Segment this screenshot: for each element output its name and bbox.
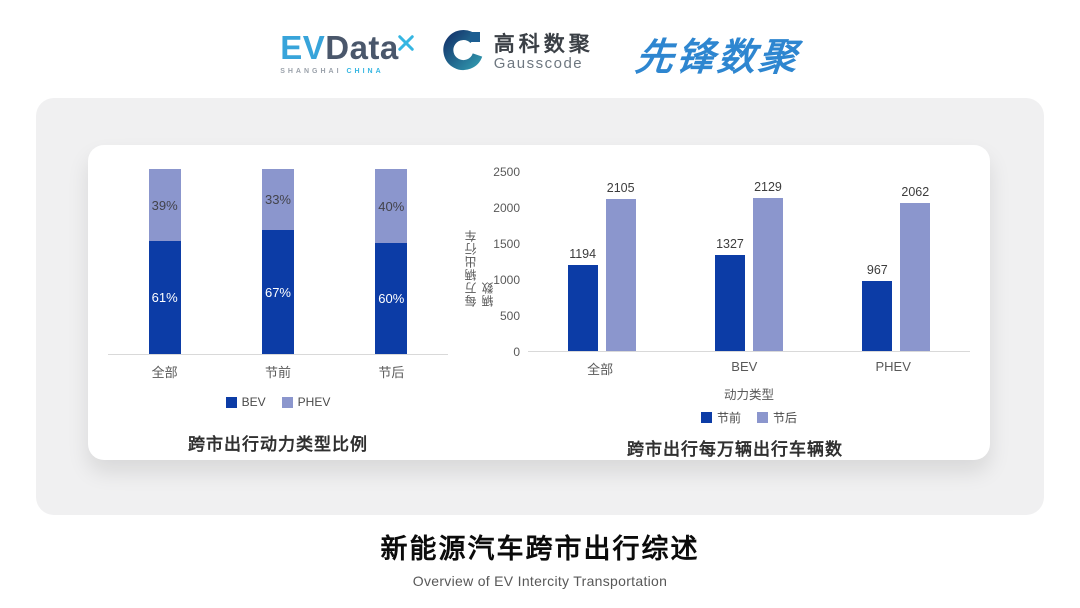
bar-with-label: 2062: [900, 184, 931, 351]
bar-value-label: 1327: [716, 237, 744, 252]
stacked-plot-area: 39% 61% 33% 67% 40% 60%: [108, 169, 448, 355]
grouped-plot-area: 1194 2105 1327 2129 967 2062: [528, 172, 970, 352]
y-tick-label: 1500: [493, 237, 520, 251]
phev-segment: 33%: [261, 169, 294, 231]
y-axis-label: 每万辆出行车辆数: [464, 229, 495, 307]
bar-value-label: 2105: [606, 181, 635, 196]
pre-holiday-legend-swatch: [700, 412, 712, 423]
evdata-wordmark: EVData: [280, 29, 414, 66]
y-tick-label: 2500: [493, 165, 520, 179]
page-title: 新能源汽车跨市出行综述: [380, 534, 700, 564]
stacked-bar: 39% 61%: [148, 169, 181, 354]
pre-holiday-bar: [714, 255, 745, 351]
evdata-data-text: Data: [325, 29, 399, 66]
category-label: 节后: [378, 365, 405, 380]
stacked-chart-title: 跨市出行动力类型比例: [188, 435, 368, 454]
stacked-bar: 40% 60%: [375, 169, 408, 354]
evdata-ev-text: EV: [280, 29, 326, 66]
stacked-legend: BEV PHEV: [108, 395, 448, 409]
post-holiday-bar: [900, 202, 931, 351]
footer: 新能源汽车跨市出行综述 Overview of EV Intercity Tra…: [0, 527, 1080, 589]
charts-card: 39% 61% 33% 67% 40% 60% 全部 节前 节后 BEV PHEV 跨市出行动…: [88, 145, 990, 460]
header-logos: EVData SHANGHAI CHINA: [0, 24, 1080, 82]
bev-legend-swatch: [225, 396, 237, 408]
category-label: 全部: [587, 362, 614, 377]
pre-holiday-bar: [567, 265, 598, 351]
bar-value-label: 967: [866, 263, 888, 278]
legend-item-bev: BEV: [225, 395, 266, 409]
evdata-shanghai-text: SHANGHAI: [280, 68, 342, 75]
xianfeng-shuju-logo: 先锋数聚: [633, 36, 802, 79]
stacked-bar-chart: 39% 61% 33% 67% 40% 60% 全部 节前 节后 BEV PHEV 跨市出行动…: [108, 169, 448, 455]
bev-segment: 67%: [261, 230, 294, 354]
legend-item-pre-holiday: 节前: [700, 409, 741, 426]
post-holiday-bar: [752, 197, 783, 351]
y-tick-label: 0: [513, 345, 520, 359]
category-label: PHEV: [875, 359, 911, 374]
y-tick-label: 1000: [493, 273, 520, 287]
gausscode-g-icon: [441, 29, 485, 78]
bar-group: 967 2062: [862, 184, 931, 351]
post-holiday-legend-label: 节后: [773, 411, 798, 425]
bev-segment: 60%: [375, 243, 408, 354]
gausscode-text: 高科数聚 Gausscode: [494, 33, 594, 73]
pre-holiday-bar: [862, 281, 893, 351]
grouped-bar-chart: 每万辆出行车辆数 0 500 1000 1500 2000 2500 1194 2105 13…: [464, 165, 970, 460]
grouped-legend: 节前 节后: [528, 409, 970, 426]
category-label: 全部: [151, 365, 178, 380]
bar-value-label: 1194: [569, 247, 597, 262]
x-axis-label: 动力类型: [723, 388, 774, 402]
bar-with-label: 1194: [567, 247, 598, 351]
phev-legend-swatch: [281, 396, 293, 408]
grouped-category-axis: 全部 BEV PHEV: [528, 359, 970, 378]
stacked-category-axis: 全部 节前 节后: [108, 362, 448, 381]
post-holiday-bar: [605, 199, 636, 351]
evdata-logo: EVData SHANGHAI CHINA: [280, 29, 414, 75]
gausscode-chinese-name: 高科数聚: [493, 33, 594, 57]
evdata-china-text: CHINA: [346, 68, 384, 75]
bar-with-label: 2105: [605, 181, 636, 351]
page-subtitle: Overview of EV Intercity Transportation: [412, 573, 668, 589]
legend-item-post-holiday: 节后: [757, 409, 797, 426]
grouped-plot-row: 每万辆出行车辆数 0 500 1000 1500 2000 2500 1194 2105 13…: [464, 165, 970, 359]
category-label: 节前: [264, 365, 291, 380]
bar-value-label: 2129: [754, 179, 782, 194]
phev-legend-label: PHEV: [297, 395, 331, 409]
legend-item-phev: PHEV: [281, 395, 331, 409]
bar-with-label: 1327: [714, 237, 745, 351]
bar-group: 1327 2129: [714, 179, 783, 351]
bev-segment: 61%: [148, 241, 181, 354]
content-panel: 39% 61% 33% 67% 40% 60% 全部 节前 节后 BEV PHEV 跨市出行动…: [36, 98, 1044, 515]
category-label: BEV: [731, 359, 758, 374]
post-holiday-legend-swatch: [757, 412, 768, 423]
bar-with-label: 967: [862, 263, 893, 351]
phev-segment: 39%: [148, 169, 181, 242]
phev-segment: 40%: [375, 169, 408, 243]
grouped-chart-title: 跨市出行每万辆出行车辆数: [627, 440, 843, 459]
gausscode-logo: 高科数聚 Gausscode: [441, 29, 594, 78]
stacked-bar: 33% 67%: [261, 169, 294, 354]
pre-holiday-legend-label: 节前: [716, 411, 741, 425]
y-tick-label: 2000: [493, 201, 520, 215]
bar-value-label: 2062: [901, 184, 930, 199]
evdata-subtitle: SHANGHAI CHINA: [280, 68, 399, 75]
y-tick-label: 500: [499, 309, 520, 323]
bar-group: 1194 2105: [567, 181, 636, 351]
y-axis: 每万辆出行车辆数 0 500 1000 1500 2000 2500: [464, 165, 528, 359]
sparkle-x-icon: [397, 24, 415, 57]
bev-legend-label: BEV: [241, 395, 266, 409]
gausscode-english-name: Gausscode: [493, 55, 584, 73]
bar-with-label: 2129: [752, 179, 783, 351]
